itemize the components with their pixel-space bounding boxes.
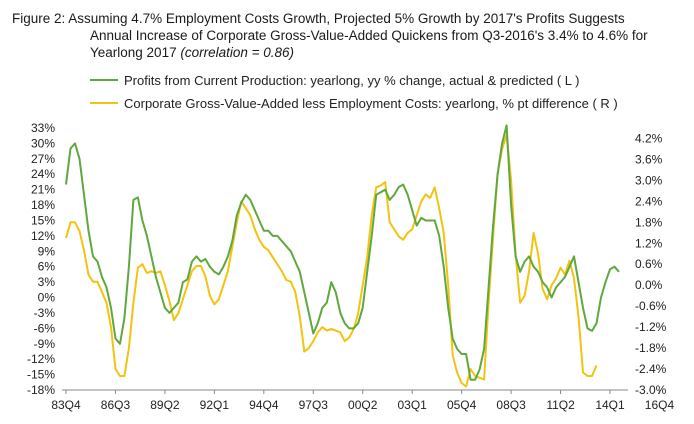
title-line-3-main: Yearlong 2017	[90, 45, 181, 60]
y-left-tick-label: -15%	[27, 368, 55, 382]
legend-label-profits: Profits from Current Production: yearlon…	[124, 72, 580, 88]
chart-title: Figure 2: Assuming 4.7% Employment Costs…	[12, 10, 682, 61]
y-right-tick-label: -3.0%	[635, 383, 667, 397]
legend-label-gva: Corporate Gross-Value-Added less Employm…	[124, 95, 618, 111]
y-left-tick-label: 30%	[31, 136, 55, 150]
x-tick-label: 16Q4	[645, 398, 675, 412]
legend: Profits from Current Production: yearlon…	[90, 70, 618, 116]
y-left-tick-label: -6%	[34, 321, 56, 335]
x-tick-label: 11Q2	[546, 398, 575, 412]
x-tick-label: 89Q2	[150, 398, 180, 412]
y-left-tick-label: 21%	[31, 183, 55, 197]
x-tick-label: 83Q4	[51, 398, 81, 412]
y-left-tick-label: -12%	[27, 352, 55, 366]
x-tick-label: 03Q1	[398, 398, 428, 412]
y-left-tick-label: -9%	[34, 337, 56, 351]
y-right-tick-label: -1.8%	[635, 341, 667, 355]
x-tick-label: 92Q1	[200, 398, 230, 412]
y-right-tick-label: 0.0%	[635, 278, 663, 292]
y-right-tick-label: 1.2%	[635, 236, 663, 250]
x-tick-label: 94Q4	[249, 398, 279, 412]
y-right-tick-label: -2.4%	[635, 362, 667, 376]
x-tick-label: 00Q2	[348, 398, 378, 412]
legend-swatch-gva	[90, 102, 118, 104]
y-left-tick-label: 9%	[38, 244, 56, 258]
legend-swatch-profits	[90, 79, 118, 81]
y-left-tick-label: 0%	[38, 291, 56, 305]
y-left-tick-label: 24%	[31, 167, 55, 181]
y-right-tick-label: 2.4%	[635, 194, 663, 208]
title-line-2: Annual Increase of Corporate Gross-Value…	[90, 28, 648, 43]
y-right-tick-label: 4.2%	[635, 131, 663, 145]
y-left-tick-label: 15%	[31, 213, 55, 227]
title-correlation: (correlation = 0.86)	[180, 45, 295, 60]
y-left-tick-label: 18%	[31, 198, 55, 212]
y-left-tick-label: 6%	[38, 260, 56, 274]
title-line-1: Figure 2: Assuming 4.7% Employment Costs…	[12, 11, 625, 26]
y-right-tick-label: -0.6%	[635, 299, 667, 313]
y-right-tick-label: 1.8%	[635, 215, 663, 229]
legend-item-profits: Profits from Current Production: yearlon…	[90, 70, 618, 90]
x-tick-label: 97Q3	[299, 398, 329, 412]
y-left-tick-label: -3%	[34, 306, 56, 320]
x-tick-label: 08Q3	[496, 398, 526, 412]
y-left-tick-label: 33%	[31, 121, 55, 135]
x-tick-label: 14Q1	[595, 398, 625, 412]
y-left-tick-label: 27%	[31, 152, 55, 166]
series-line-profits	[65, 124, 620, 381]
title-line-3: Yearlong 2017 (correlation = 0.86)	[12, 44, 682, 61]
y-right-tick-label: 3.6%	[635, 152, 663, 166]
y-right-tick-label: 0.6%	[635, 257, 663, 271]
y-right-tick-label: 3.0%	[635, 173, 663, 187]
x-tick-label: 05Q4	[447, 398, 477, 412]
y-left-tick-label: -18%	[27, 383, 55, 397]
x-tick-label: 86Q3	[101, 398, 131, 412]
y-left-tick-label: 3%	[38, 275, 56, 289]
y-left-tick-label: 12%	[31, 229, 55, 243]
y-right-tick-label: -1.2%	[635, 320, 667, 334]
legend-item-gva: Corporate Gross-Value-Added less Employm…	[90, 93, 618, 113]
